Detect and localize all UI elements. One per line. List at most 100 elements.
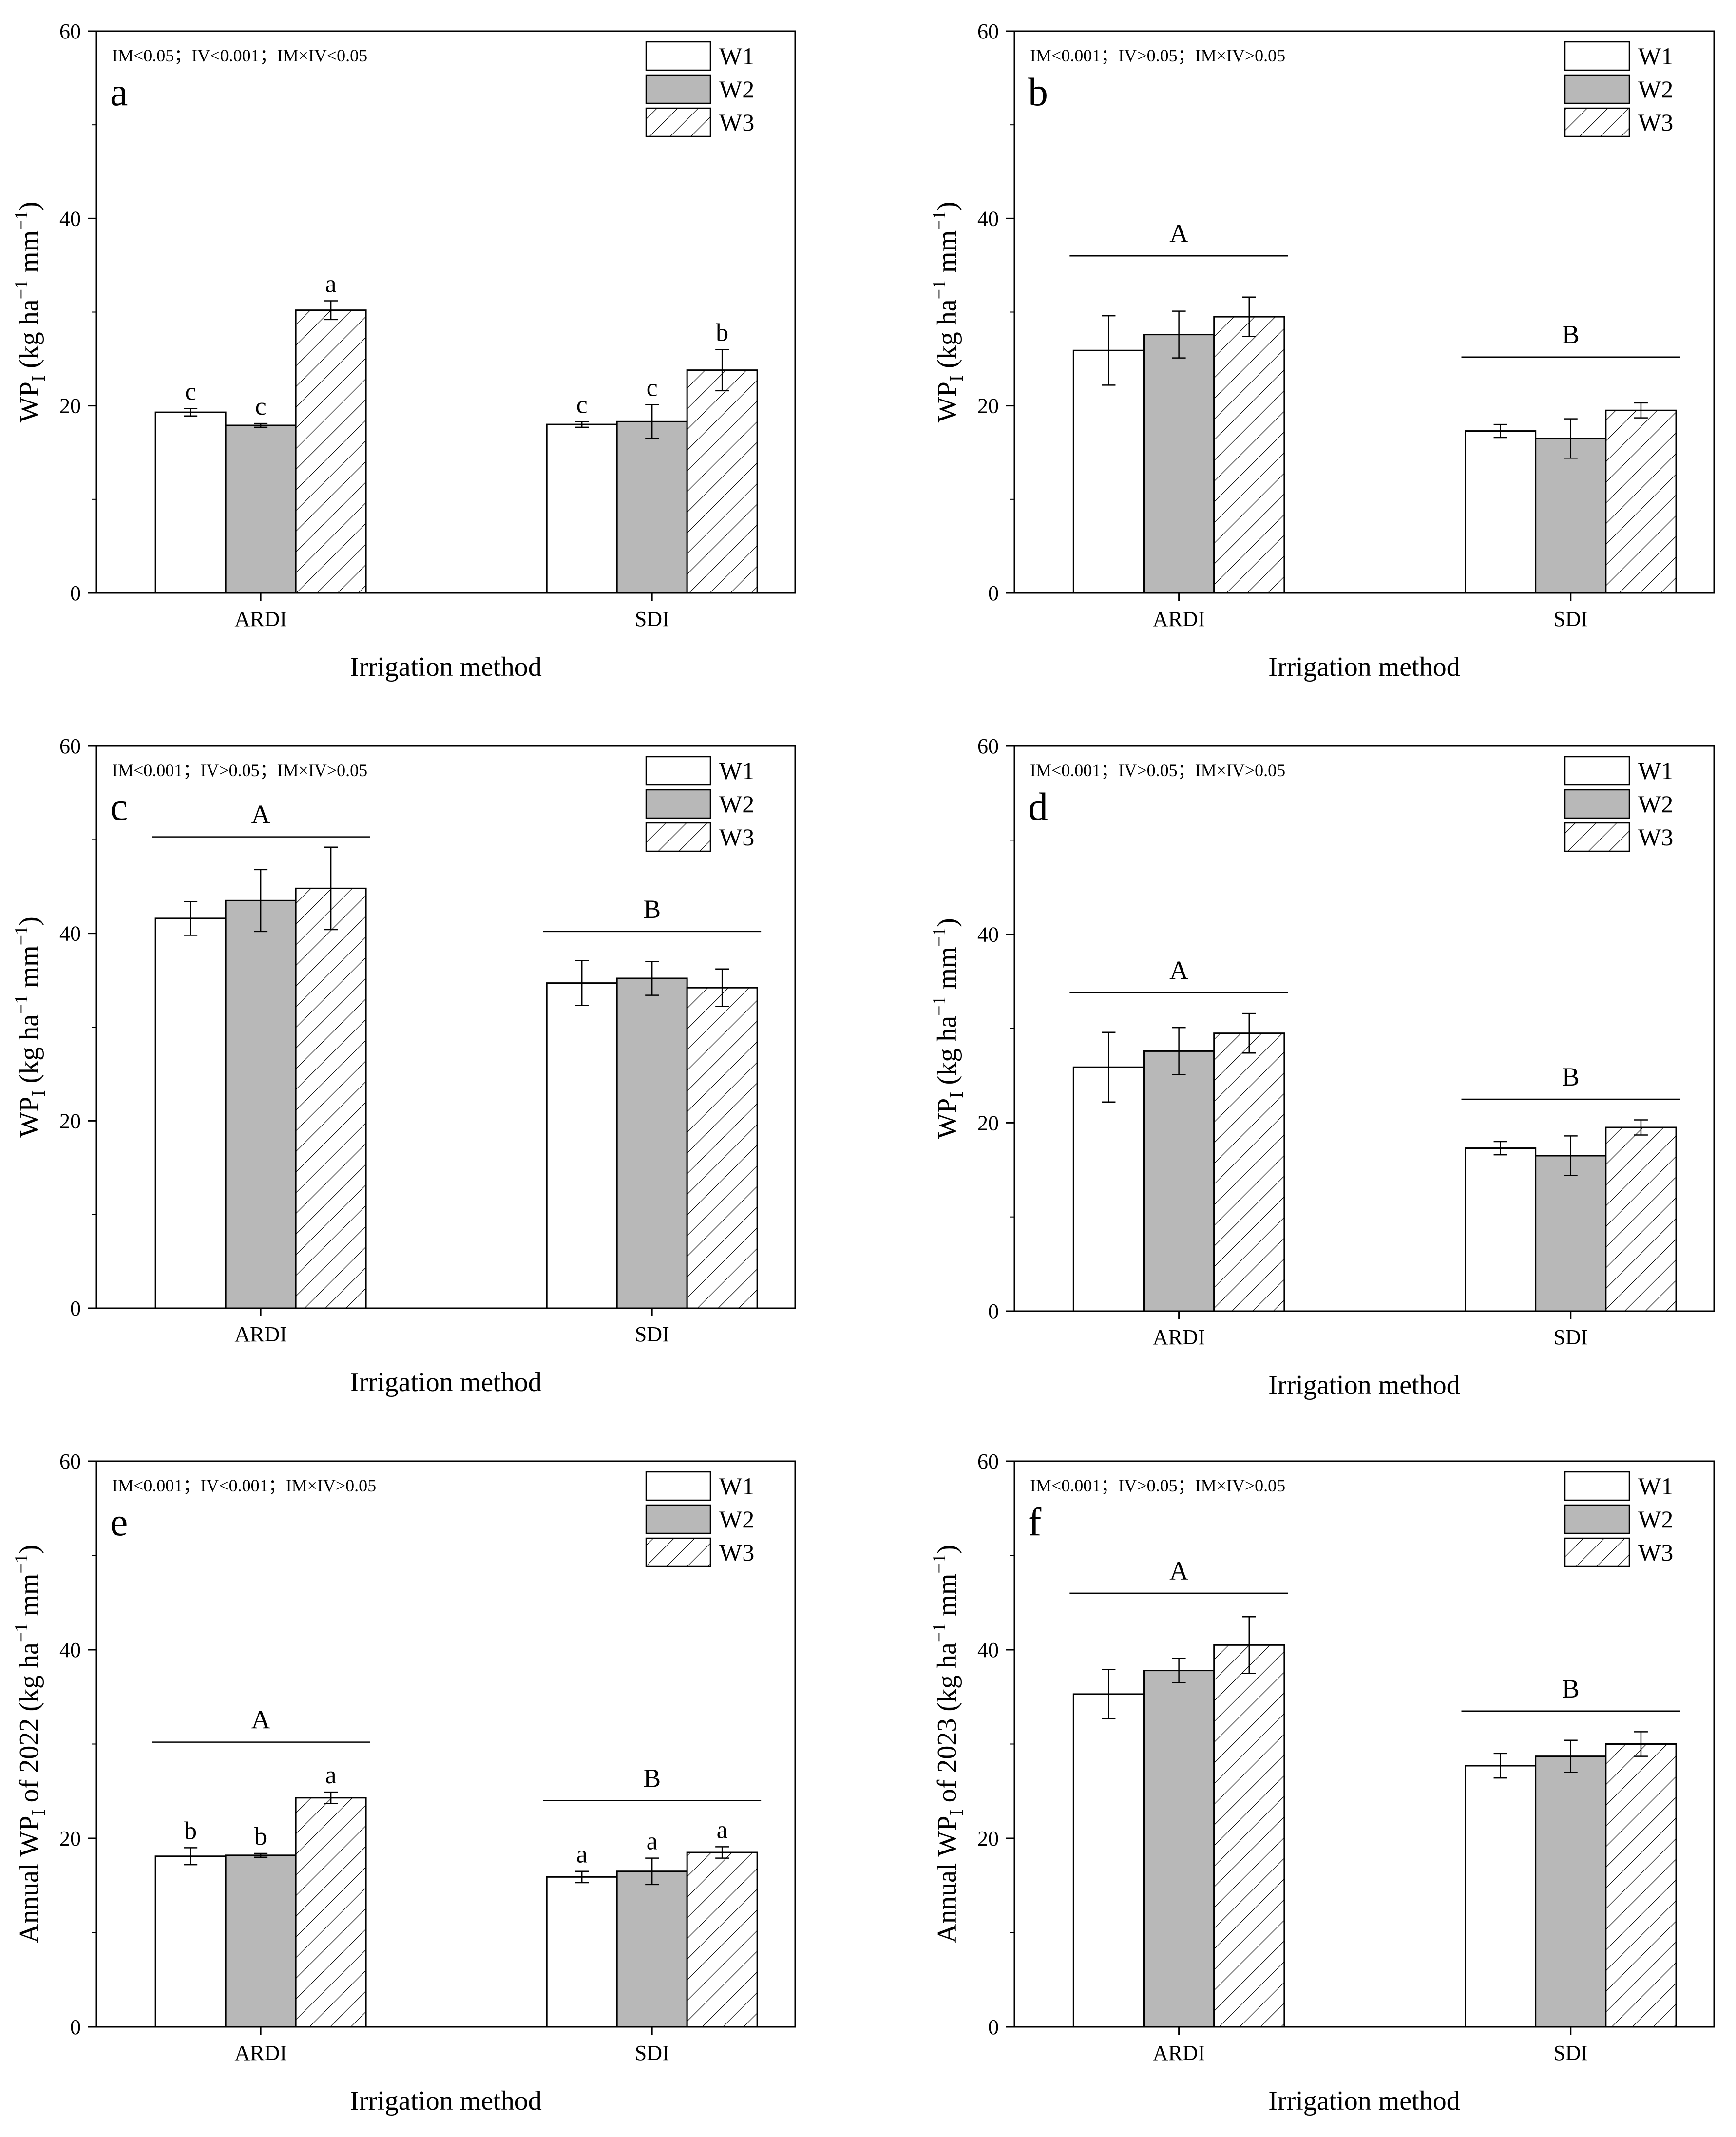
legend-label: W2 xyxy=(1638,790,1673,818)
bar-w3-ardi xyxy=(1213,316,1285,594)
y-axis-title-part: mm xyxy=(14,230,44,280)
y-axis-title-part: −1 xyxy=(11,280,32,299)
bar-w1-sdi xyxy=(1465,430,1537,594)
x-tick-label: ARDI xyxy=(1153,607,1205,631)
bar-w2-sdi xyxy=(616,1870,688,2028)
legend-label: W3 xyxy=(1638,1539,1673,1566)
legend-swatch-w1 xyxy=(645,41,711,71)
y-tick-label: 60 xyxy=(59,1450,81,1473)
y-axis-title-part: I xyxy=(27,1809,49,1815)
y-axis-title-part: −1 xyxy=(11,1554,32,1573)
y-tick-label: 20 xyxy=(59,1109,81,1133)
legend-label: W2 xyxy=(719,790,754,818)
y-axis-title-part: (kg ha xyxy=(14,1014,44,1090)
y-axis-title-part: I xyxy=(27,375,49,382)
x-axis-title: Irrigation method xyxy=(1268,1370,1460,1400)
panel-letter: e xyxy=(110,1500,128,1544)
y-tick-label: 60 xyxy=(59,734,81,758)
legend-swatch-w2 xyxy=(645,789,711,819)
legend-label: W2 xyxy=(1638,76,1673,103)
legend-label: W1 xyxy=(1638,1472,1673,1500)
legend-swatch-w3 xyxy=(1564,1537,1630,1567)
y-axis-title-part: ) xyxy=(932,918,962,927)
y-axis-title-part: (kg ha xyxy=(932,299,962,375)
panel-letter: f xyxy=(1028,1500,1042,1544)
y-axis-title-part: of 2023 (kg ha xyxy=(932,1642,962,1809)
significance-letter: b xyxy=(254,1823,267,1851)
bar-w2-ardi xyxy=(1143,334,1215,594)
bar-w2-ardi xyxy=(1143,1670,1215,2028)
bar-w2-sdi xyxy=(1535,1755,1607,2028)
bar-w3-ardi xyxy=(295,887,367,1309)
bar-w2-ardi xyxy=(225,1854,297,2028)
y-axis-title: WPI (kg ha−1 mm−1) xyxy=(11,202,49,423)
panel-letter: b xyxy=(1028,70,1048,114)
legend-swatch-w1 xyxy=(1564,1471,1630,1501)
bar-w1-sdi xyxy=(546,982,618,1309)
significance-letter: c xyxy=(255,393,267,420)
y-tick-label: 40 xyxy=(977,923,999,947)
y-axis-title-part: WP xyxy=(932,1098,962,1139)
stats-annotation: IM<0.001；IV<0.001；IM×IV>0.05 xyxy=(112,1476,376,1495)
panel-e: 0 20 40 60 ARDI SDI Irrigation method Annual WP… xyxy=(11,1450,796,2116)
y-axis-title-part: −1 xyxy=(929,996,950,1015)
legend-label: W1 xyxy=(719,42,754,70)
legend-swatch-w1 xyxy=(1564,756,1630,786)
bar-w3-ardi xyxy=(1213,1644,1285,2028)
bar-w3-ardi xyxy=(1213,1032,1285,1312)
y-axis-title-part: (kg ha xyxy=(932,1016,962,1092)
legend-swatch-w3 xyxy=(1564,822,1630,852)
bar-w1-sdi xyxy=(1465,1147,1537,1312)
x-tick-label: ARDI xyxy=(234,607,287,631)
legend-swatch-w2 xyxy=(645,74,711,104)
legend-swatch-w3 xyxy=(1564,107,1630,137)
panel-b: 0 20 40 60 ARDI SDI Irrigation method WPI (kg h… xyxy=(929,19,1715,682)
group-letter: B xyxy=(1562,320,1580,349)
y-axis-title-part: I xyxy=(945,375,967,382)
legend-label: W2 xyxy=(719,76,754,103)
panel-letter: d xyxy=(1028,784,1048,829)
y-axis-title-part: mm xyxy=(932,230,962,280)
y-tick-label: 0 xyxy=(70,581,81,605)
group-letter: B xyxy=(1562,1062,1580,1091)
legend-label: W3 xyxy=(719,823,754,851)
bar-w3-ardi xyxy=(295,309,367,594)
y-tick-label: 40 xyxy=(59,207,81,230)
bar-w3-sdi xyxy=(1605,1743,1677,2028)
y-tick-label: 40 xyxy=(59,1638,81,1662)
y-axis-title-part: ) xyxy=(14,202,44,211)
y-axis-title-part: mm xyxy=(932,1574,962,1623)
y-axis-title-part: WP xyxy=(932,382,962,422)
legend-label: W3 xyxy=(719,1539,754,1566)
y-tick-label: 0 xyxy=(988,1299,999,1323)
legend-swatch-w2 xyxy=(1564,74,1630,104)
y-axis-title-part: (kg ha xyxy=(14,299,44,375)
bar-w3-sdi xyxy=(686,1851,758,2028)
significance-letter: a xyxy=(325,1761,337,1789)
y-axis-title-part: I xyxy=(945,1809,967,1815)
x-tick-label: SDI xyxy=(635,1322,669,1346)
x-tick-label: SDI xyxy=(1553,2041,1588,2065)
legend-swatch-w1 xyxy=(645,1471,711,1501)
y-axis-title-part: −1 xyxy=(11,926,32,945)
y-axis-title-part: ) xyxy=(14,916,44,926)
y-tick-label: 20 xyxy=(977,1111,999,1135)
bar-w2-ardi xyxy=(225,899,297,1309)
y-axis-title-part: ) xyxy=(932,202,962,211)
stats-annotation: IM<0.001；IV>0.05；IM×IV>0.05 xyxy=(1030,46,1285,65)
significance-letter: a xyxy=(576,1841,588,1869)
group-letter: A xyxy=(1169,956,1188,985)
x-tick-label: SDI xyxy=(635,607,669,631)
y-tick-label: 60 xyxy=(977,19,999,43)
y-axis-title-part: mm xyxy=(14,1574,44,1623)
bar-w1-ardi xyxy=(154,1855,227,2028)
legend-swatch-w3 xyxy=(645,1537,711,1567)
bar-w3-ardi xyxy=(295,1797,367,2028)
significance-letter: b xyxy=(716,319,728,346)
bar-w2-sdi xyxy=(616,420,688,594)
y-axis-title-part: −1 xyxy=(929,1554,950,1573)
bar-w2-ardi xyxy=(225,424,297,594)
x-tick-label: SDI xyxy=(635,2041,669,2065)
bar-w2-sdi xyxy=(616,977,688,1309)
